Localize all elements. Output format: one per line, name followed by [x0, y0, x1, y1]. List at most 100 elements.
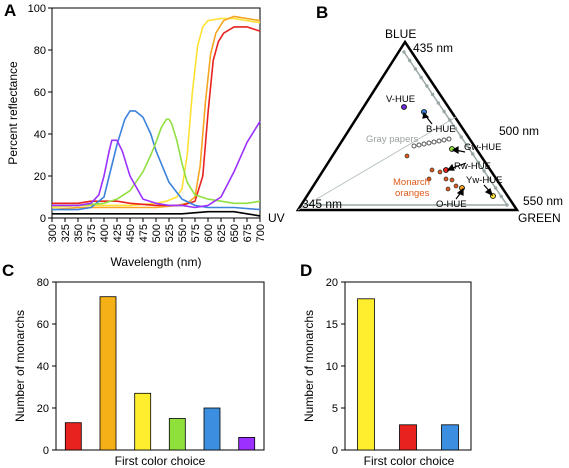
y-tick-label: 40 — [37, 361, 49, 373]
spectral-locus-point — [476, 160, 481, 165]
b-hue-arrowhead — [422, 111, 430, 119]
y-tick-label: 60 — [34, 87, 46, 99]
reflectance-series-line — [52, 118, 261, 207]
gray-paper-point — [416, 142, 422, 148]
gw-hue-arrowhead — [451, 145, 459, 155]
x-tick-label: 600 — [203, 224, 215, 242]
panel-letter-b: B — [316, 3, 328, 22]
x-tick-label: 525 — [164, 224, 176, 242]
d-bars — [357, 298, 459, 451]
monarch-orange-points — [404, 153, 459, 192]
y-tick-label: 100 — [28, 3, 46, 15]
y-tick-label: 40 — [34, 129, 46, 141]
y-tick-label: 10 — [326, 361, 338, 373]
yw-hue-arrowhead — [484, 188, 494, 197]
c-plot-frame — [55, 281, 265, 451]
y-tick-label: 0 — [40, 213, 46, 225]
monarch-orange-point — [429, 167, 435, 173]
spectral-locus-point — [430, 92, 435, 97]
green-vertex-label: GREEN — [518, 211, 561, 225]
panel-letter-c: C — [2, 261, 14, 280]
panel-letter-a: A — [4, 1, 16, 20]
triangle-outline — [295, 39, 520, 212]
c-y-axis-label: Number of monarchs — [13, 310, 27, 422]
c-x-axis-label: First color choice — [115, 454, 206, 468]
c-bars — [64, 296, 256, 451]
spectral-locus-point — [402, 50, 406, 54]
bar — [357, 298, 375, 451]
x-tick-label: 300 — [47, 224, 59, 242]
x-tick-label: 400 — [99, 224, 111, 242]
gray-paper-point — [411, 143, 417, 149]
y-tick-label: 20 — [326, 277, 338, 289]
reflectance-y-ticks: 0 20 40 60 80 100 — [28, 3, 52, 225]
rw-hue-label: Rw-HUE — [454, 161, 491, 172]
spectral-locus-point — [505, 203, 509, 207]
green-wavelength-label: 550 nm — [523, 194, 563, 208]
gw-hue-label: Gw-HUE — [464, 142, 501, 153]
spectral-locus-point — [413, 67, 418, 71]
spectral-locus-point — [493, 186, 498, 190]
reflectance-chart: 0 20 40 60 80 100 300 325 350 375 400 425 450 475 500… — [6, 3, 267, 269]
uv-wavelength-label: 345 nm — [302, 197, 342, 211]
bar — [203, 407, 221, 451]
x-tick-label: 475 — [138, 224, 150, 242]
uv-vertex-label: UV — [268, 211, 285, 225]
spectral-locus-point — [436, 101, 440, 105]
monarch-first-choice-chart-d: 0 5 10 15 20 First color choice Number of mo… — [302, 277, 472, 468]
x-tick-label: 350 — [73, 224, 85, 242]
spectral-locus-point — [488, 177, 492, 182]
monarch-orange-point — [453, 183, 459, 189]
y-tick-label: 15 — [326, 319, 338, 331]
reflectance-x-ticks: 300 325 350 375 400 425 450 475 500 525 550 575 600 6… — [47, 218, 267, 242]
reflectance-series-line — [52, 120, 261, 209]
rw-hue-arrowhead — [446, 163, 455, 171]
monarch-first-choice-chart-c: 0 20 40 60 80 First color choice Number of m… — [13, 277, 265, 468]
gray-paper-point — [446, 136, 452, 142]
x-tick-label: 550 — [177, 224, 189, 242]
blue-vertex-label: BLUE — [385, 27, 416, 41]
spectral-locus-points — [402, 50, 509, 207]
reflectance-y-axis-label: Percent reflectance — [6, 61, 20, 165]
d-x-axis-label: First color choice — [364, 454, 455, 468]
gray-paper-point — [436, 138, 442, 144]
gray-paper-point — [431, 139, 437, 145]
y-tick-label: 0 — [332, 445, 338, 457]
x-tick-label: 700 — [255, 224, 267, 242]
spectral-locus-point — [408, 58, 412, 63]
spectral-locus-point — [442, 109, 446, 114]
bar — [238, 436, 256, 451]
reflectance-series-line — [52, 110, 261, 211]
y-tick-label: 80 — [37, 277, 49, 289]
y-tick-label: 20 — [37, 403, 49, 415]
uv-mixing-line — [297, 116, 457, 211]
x-tick-label: 500 — [151, 224, 163, 242]
monarch-orange-point — [449, 177, 455, 183]
reflectance-series-line — [51, 17, 261, 209]
monarch-oranges-label-2: oranges — [395, 188, 430, 199]
spectral-locus-point — [419, 75, 423, 80]
bar — [99, 296, 117, 451]
spectral-locus-point — [425, 84, 429, 88]
x-tick-label: 575 — [190, 224, 202, 242]
v-hue-point — [401, 104, 407, 110]
spectral-locus-point — [459, 135, 463, 139]
y-tick-label: 0 — [43, 445, 49, 457]
reflectance-plot-frame — [51, 7, 261, 219]
bar — [168, 418, 186, 451]
reflectance-series-line — [51, 15, 261, 211]
spectral-locus-point — [448, 118, 452, 122]
gray-papers-label: Gray papers — [366, 134, 419, 145]
color-triangle-chart: BLUE 435 nm 500 nm 550 nm GREEN 345 nm U… — [268, 27, 563, 225]
y-tick-label: 60 — [37, 319, 49, 331]
blue-wavelength-label: 435 nm — [413, 41, 453, 55]
monarch-orange-point — [426, 176, 432, 182]
monarch-orange-point — [404, 153, 410, 159]
y-tick-label: 5 — [332, 403, 338, 415]
gray-paper-point — [441, 137, 447, 143]
reflectance-series-line — [52, 26, 261, 207]
yw-hue-label: Yw-HUE — [466, 175, 502, 186]
spectral-locus-point — [471, 152, 475, 156]
panel-letter-d: D — [300, 261, 312, 280]
